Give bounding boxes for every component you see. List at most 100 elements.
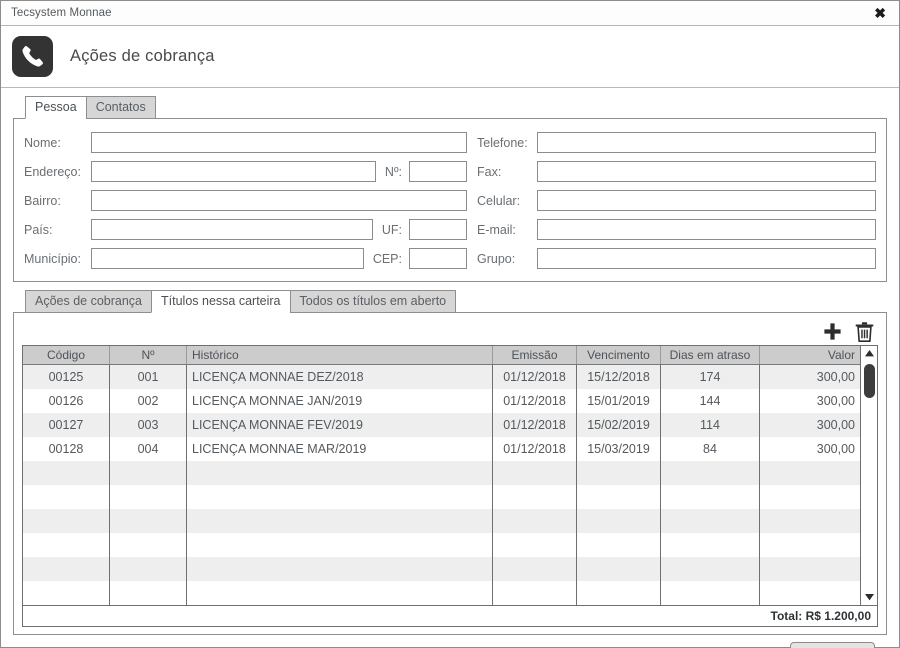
cell-emissao [493, 461, 577, 485]
tab-pessoa[interactable]: Pessoa [25, 96, 87, 119]
form-row-fax: Fax: [477, 160, 876, 183]
scrollbar-track[interactable] [861, 361, 877, 590]
column-header-numero[interactable]: Nº [110, 346, 187, 364]
chevron-down-icon[interactable] [861, 590, 877, 605]
cell-historico [187, 485, 493, 509]
grid-body: 00125 001 LICENÇA MONNAE DEZ/2018 01/12/201… [23, 365, 860, 605]
bairro-field[interactable] [91, 190, 467, 211]
form-row-bairro: Bairro: [24, 189, 467, 212]
cell-codigo: 00128 [23, 437, 110, 461]
fechar-button[interactable]: Fechar [790, 642, 875, 648]
table-row[interactable]: 00126 002 LICENÇA MONNAE JAN/2019 01/12/201… [23, 389, 860, 413]
cell-dias: 84 [661, 437, 760, 461]
cell-historico: LICENÇA MONNAE JAN/2019 [187, 389, 493, 413]
table-row[interactable]: 00125 001 LICENÇA MONNAE DEZ/2018 01/12/201… [23, 365, 860, 389]
column-header-emissao[interactable]: Emissão [493, 346, 577, 364]
cell-emissao [493, 533, 577, 557]
column-header-codigo[interactable]: Código [23, 346, 110, 364]
numero-field[interactable] [409, 161, 467, 182]
close-icon[interactable]: ✖ [874, 5, 886, 21]
scrollbar-thumb[interactable] [864, 364, 875, 398]
municipio-field[interactable] [91, 248, 364, 269]
cep-field[interactable] [409, 248, 467, 269]
titles-section: Ações de cobrança Títulos nessa carteira… [13, 290, 887, 635]
cell-vencimento [577, 557, 661, 581]
page-title: Ações de cobrança [70, 47, 215, 65]
total-label: Total: R$ 1.200,00 [770, 609, 872, 623]
fax-field[interactable] [537, 161, 876, 182]
cell-valor: 300,00 [816, 442, 855, 456]
table-row-empty [23, 533, 860, 557]
email-field[interactable] [537, 219, 876, 240]
table-row[interactable]: 00127 003 LICENÇA MONNAE FEV/2019 01/12/201… [23, 413, 860, 437]
cell-numero: 004 [110, 437, 187, 461]
chevron-up-icon[interactable] [861, 346, 877, 361]
cell-dias [661, 533, 760, 557]
celular-label: Celular: [477, 193, 521, 208]
endereco-field[interactable] [91, 161, 376, 182]
bairro-label: Bairro: [24, 193, 61, 208]
cell-valor [760, 557, 860, 581]
cell-valor [760, 461, 860, 485]
grid-toolbar [22, 319, 878, 345]
telefone-label: Telefone: [477, 135, 528, 150]
person-form: Nome: Endereço: Nº: Bairro: País: [14, 119, 886, 281]
phone-icon [12, 36, 53, 77]
column-header-valor[interactable]: Valor [827, 348, 855, 362]
cell-valor [760, 581, 860, 605]
grid-scrollbar[interactable] [860, 346, 877, 605]
endereco-label: Endereço: [24, 164, 81, 179]
cell-emissao [493, 509, 577, 533]
cell-vencimento: 15/03/2019 [577, 437, 661, 461]
form-row-nome: Nome: [24, 131, 467, 154]
form-column-right: Telefone: Fax: Celular: E-mail: [467, 131, 876, 270]
form-row-pais: País: UF: [24, 218, 467, 241]
cell-historico [187, 509, 493, 533]
form-row-municipio: Município: CEP: [24, 247, 467, 270]
grupo-field[interactable] [537, 248, 876, 269]
uf-label: UF: [381, 222, 402, 237]
titles-panel: Código Nº Histórico Emissão Vencimento D… [13, 312, 887, 635]
tab-acoes-de-cobranca[interactable]: Ações de cobrança [25, 290, 153, 313]
cell-vencimento: 15/02/2019 [577, 413, 661, 437]
title-bar: Tecsystem Monnae ✖ [1, 1, 899, 26]
cell-emissao: 01/12/2018 [493, 437, 577, 461]
nome-label: Nome: [24, 135, 61, 150]
grid-total-bar: Total: R$ 1.200,00 [23, 605, 877, 626]
cell-historico [187, 557, 493, 581]
column-header-dias[interactable]: Dias em atraso [661, 346, 760, 364]
tab-todos-os-titulos-em-aberto[interactable]: Todos os títulos em aberto [289, 290, 457, 313]
cell-numero: 001 [110, 365, 187, 389]
numero-label: Nº: [384, 164, 402, 179]
cell-dias: 174 [661, 365, 760, 389]
tab-titulos-nessa-carteira[interactable]: Títulos nessa carteira [151, 290, 291, 313]
titles-grid: Código Nº Histórico Emissão Vencimento D… [22, 345, 878, 627]
cell-emissao: 01/12/2018 [493, 389, 577, 413]
cell-valor: 300,00 [816, 394, 855, 408]
celular-field[interactable] [537, 190, 876, 211]
cell-emissao [493, 557, 577, 581]
cell-historico [187, 533, 493, 557]
grid-inner: Código Nº Histórico Emissão Vencimento D… [23, 346, 877, 605]
person-tabstrip: Pessoa Contatos [13, 96, 887, 119]
table-row-empty [23, 509, 860, 533]
form-row-telefone: Telefone: [477, 131, 876, 154]
cep-label: CEP: [372, 251, 402, 266]
nome-field[interactable] [91, 132, 467, 153]
grid-main: Código Nº Histórico Emissão Vencimento D… [23, 346, 860, 605]
cell-vencimento [577, 485, 661, 509]
plus-icon[interactable] [822, 322, 843, 343]
cell-dias: 114 [661, 413, 760, 437]
column-header-vencimento[interactable]: Vencimento [577, 346, 661, 364]
tab-contatos[interactable]: Contatos [85, 96, 156, 119]
dialog-footer: Fechar [13, 635, 887, 648]
uf-field[interactable] [409, 219, 467, 240]
column-header-historico[interactable]: Histórico [187, 346, 493, 364]
cell-codigo: 00127 [23, 413, 110, 437]
trash-icon[interactable] [854, 321, 875, 343]
pais-field[interactable] [91, 219, 373, 240]
table-row-empty [23, 485, 860, 509]
telefone-field[interactable] [537, 132, 876, 153]
table-row[interactable]: 00128 004 LICENÇA MONNAE MAR/2019 01/12/201… [23, 437, 860, 461]
